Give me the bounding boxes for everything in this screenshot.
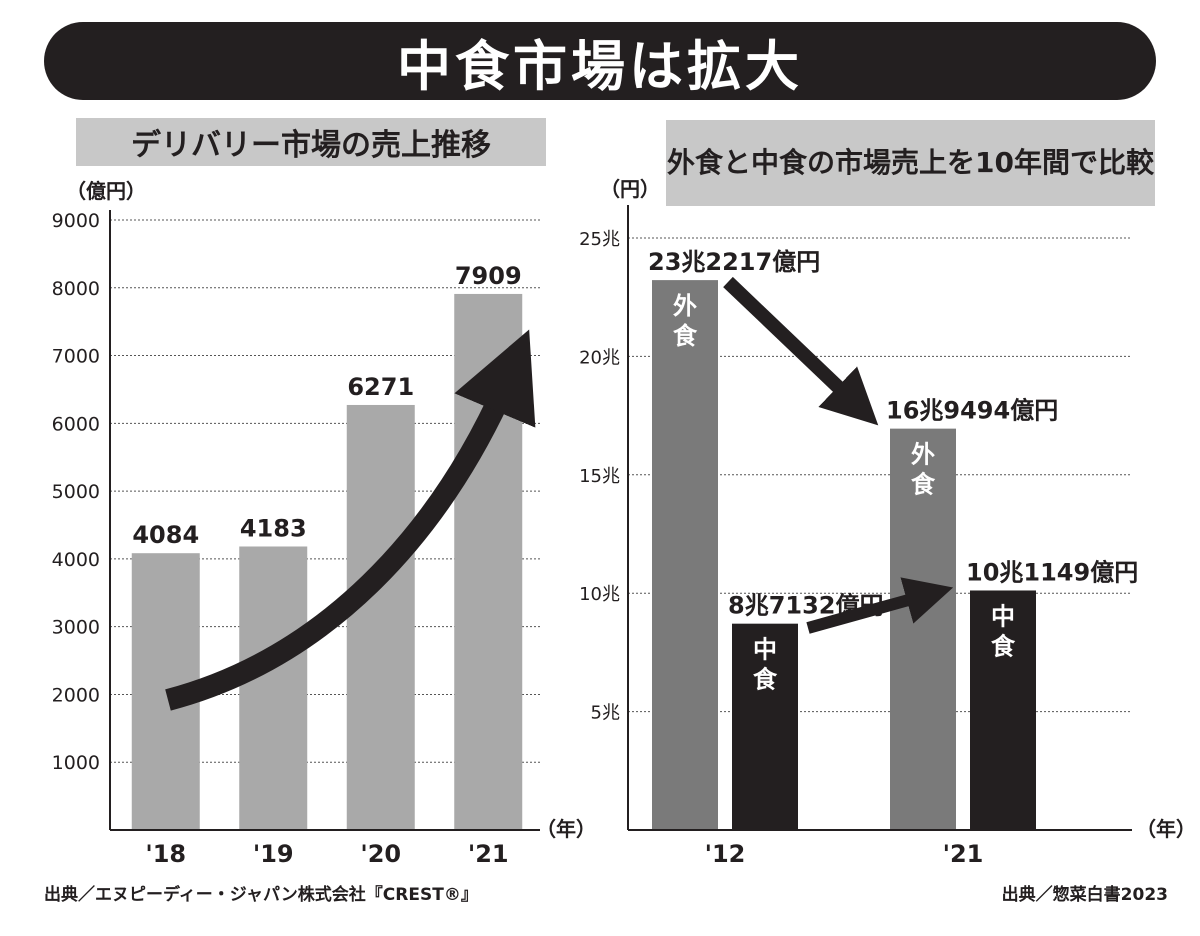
x-unit-label: （年） — [536, 817, 596, 841]
y-unit-label: （億円） — [66, 179, 146, 203]
bar-series-label: 中 — [753, 636, 777, 664]
data-label: 7909 — [455, 262, 522, 290]
bar-series-label: 食 — [991, 632, 1016, 660]
right-chart-title-line-1: 外食と中食の市場売上を — [667, 146, 976, 179]
y-tick-label: 5000 — [52, 481, 100, 503]
left-chart: 1000 2000 3000 4000 5000 6000 7000 8000 9000 4084… — [52, 179, 596, 868]
y-tick-label: 10兆 — [579, 584, 620, 605]
bar-series-label: 外 — [911, 441, 935, 469]
x-tick-label: '12 — [705, 840, 746, 868]
left-chart-title: デリバリー市場の売上推移 — [76, 118, 546, 166]
y-tick-label: 6000 — [52, 413, 100, 435]
main-title-banner: 中食市場は拡大 — [44, 22, 1156, 100]
data-label: 23兆2217億円 — [648, 248, 820, 276]
bar — [970, 590, 1036, 830]
bar-series-label: 外 — [673, 292, 697, 320]
right-chart-title: 外食と中食の市場売上を 10年間で比較 — [666, 120, 1155, 206]
bar-series-label: 食 — [753, 666, 778, 694]
y-tick-label: 3000 — [52, 617, 100, 639]
left-source: 出典／エヌピーディー・ジャパン株式会社『CREST®』 — [44, 885, 478, 905]
data-label: 6271 — [347, 373, 414, 401]
data-label: 4084 — [132, 521, 199, 549]
bar-series-label: 食 — [673, 322, 698, 350]
data-label: 10兆1149億円 — [966, 558, 1138, 586]
decline-arrow — [723, 276, 879, 426]
y-tick-label: 7000 — [52, 346, 100, 368]
growth-arrow — [806, 577, 954, 634]
main-title: 中食市場は拡大 — [397, 34, 803, 98]
y-tick-label: 25兆 — [579, 229, 620, 250]
y-tick-label: 2000 — [52, 684, 100, 706]
bar — [732, 623, 798, 830]
y-tick-label: 1000 — [52, 752, 100, 774]
bar — [346, 404, 415, 830]
x-tick-label: '20 — [360, 840, 401, 868]
bar — [239, 546, 308, 830]
bar — [890, 428, 956, 830]
right-chart: 5兆10兆15兆20兆25兆23兆2217億円外食16兆9494億円外食8兆71… — [579, 177, 1196, 868]
data-label: 16兆9494億円 — [886, 397, 1058, 425]
data-label: 4183 — [240, 514, 307, 542]
y-tick-label: 4000 — [52, 549, 100, 571]
x-tick-label: '21 — [943, 840, 984, 868]
x-tick-label: '18 — [145, 840, 186, 868]
bar — [652, 280, 718, 831]
y-unit-label: （円） — [600, 177, 660, 201]
y-tick-label: 9000 — [52, 210, 100, 232]
x-tick-label: '19 — [253, 840, 294, 868]
bar-series-label: 食 — [911, 471, 936, 499]
bar-series-label: 中 — [991, 602, 1015, 630]
trend-arrow — [165, 329, 536, 711]
x-tick-label: '21 — [468, 840, 509, 868]
right-chart-title-line-2: 10年間で比較 — [975, 146, 1154, 179]
y-tick-label: 20兆 — [579, 347, 620, 368]
y-tick-label: 15兆 — [579, 466, 620, 487]
y-tick-label: 5兆 — [591, 703, 620, 724]
y-tick-label: 8000 — [52, 278, 100, 300]
right-source: 出典／惣菜白書2023 — [1001, 885, 1168, 905]
x-unit-label: （年） — [1136, 817, 1196, 841]
